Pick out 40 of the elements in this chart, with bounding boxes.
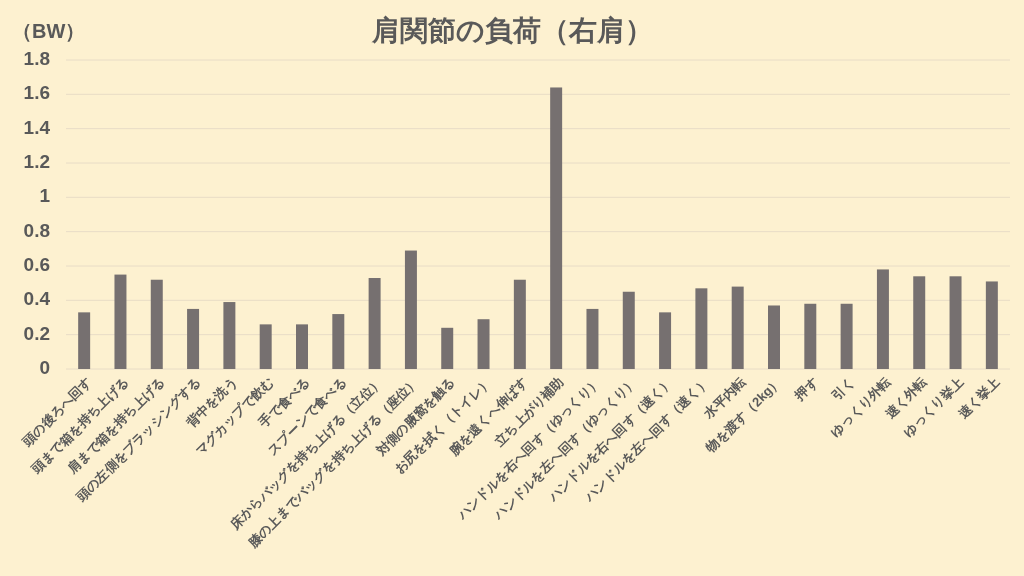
y-tick-label: 1.8 [23, 48, 50, 70]
y-tick-label: 0.2 [23, 322, 50, 344]
bar [985, 281, 998, 369]
bar [441, 327, 454, 369]
y-tick-label: 1.4 [23, 116, 51, 138]
bar [187, 308, 200, 369]
y-tick-label: 1.2 [23, 151, 50, 173]
bar [768, 305, 780, 369]
bar [150, 279, 163, 369]
bar [876, 269, 889, 369]
bar [550, 87, 563, 369]
bar [513, 279, 526, 369]
y-axis-title: （BW） [12, 20, 86, 42]
bar [78, 312, 91, 369]
bar [259, 324, 272, 369]
bar [695, 288, 708, 369]
y-tick-label: 0.8 [23, 219, 50, 241]
bar [404, 250, 417, 369]
y-tick-label: 0 [39, 357, 50, 379]
bar [223, 302, 236, 369]
y-tick-label: 1 [39, 185, 51, 207]
bar [114, 274, 127, 369]
bar [804, 303, 817, 369]
bar [949, 276, 962, 369]
bar [731, 286, 744, 369]
bar [913, 276, 926, 369]
bar [586, 308, 599, 369]
bar [368, 278, 381, 369]
y-tick-label: 0.4 [23, 288, 51, 310]
x-tick-label: 押す [791, 373, 821, 404]
bar [659, 312, 672, 369]
bar [840, 303, 853, 369]
bar [622, 291, 635, 369]
x-tick-label: 引く [828, 373, 858, 403]
bar [477, 319, 490, 369]
bar [332, 314, 345, 369]
y-tick-label: 1.6 [23, 82, 50, 104]
y-tick-label: 0.6 [23, 254, 50, 276]
chart-title: 肩関節の負荷（右肩） [370, 15, 653, 46]
bar [296, 324, 308, 369]
